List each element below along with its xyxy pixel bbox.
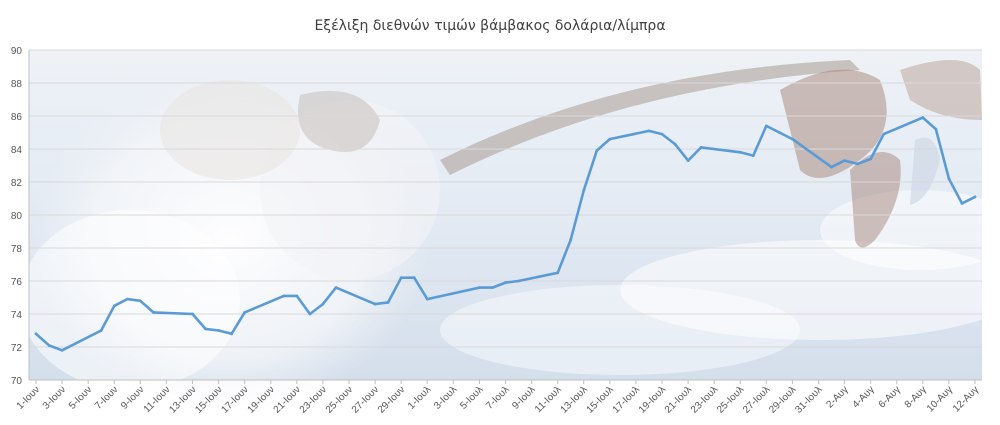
- y-tick-label: 90: [11, 46, 23, 57]
- x-tick-label: 12-Αυγ: [951, 384, 981, 414]
- x-tick-label: 7-Ιουν: [93, 384, 120, 411]
- data-point: [973, 195, 977, 199]
- data-point: [699, 146, 703, 149]
- data-point: [386, 301, 390, 304]
- x-tick-label: 27-Ιουλ: [741, 384, 772, 415]
- data-point: [791, 137, 794, 141]
- y-tick-label: 74: [11, 310, 23, 321]
- data-point: [934, 127, 938, 131]
- y-tick-label: 70: [11, 376, 23, 387]
- y-tick-label: 80: [11, 211, 23, 222]
- cotton-background-image: [20, 50, 1000, 410]
- data-point: [960, 202, 964, 205]
- data-point: [373, 302, 377, 306]
- chart-title: Εξέλιξη διεθνών τιμών βάμβακος δολάρια/λ…: [314, 18, 665, 34]
- data-point: [856, 162, 859, 166]
- x-tick-label: 25-Ιουν: [324, 384, 355, 415]
- x-tick-label: 1-Ιουν: [15, 384, 42, 411]
- x-tick-label: 3-Ιουν: [41, 384, 68, 411]
- x-tick-label: 6-Αυγ: [877, 384, 903, 410]
- data-point: [112, 304, 116, 308]
- series-line: [34, 116, 977, 352]
- data-point: [321, 302, 325, 306]
- data-point: [191, 312, 194, 316]
- y-tick-label: 88: [11, 79, 23, 90]
- x-tick-label: 11-Ιουλ: [533, 384, 564, 415]
- data-point: [556, 271, 560, 275]
- data-point: [478, 286, 481, 289]
- x-tick-label: 5-Ιουλ: [458, 384, 485, 411]
- data-point: [217, 329, 221, 332]
- data-point: [608, 137, 612, 141]
- data-point: [647, 129, 651, 133]
- x-tick-label: 17-Ιουλ: [611, 384, 642, 415]
- x-tick-label: 13-Ιουλ: [559, 384, 590, 415]
- data-point: [843, 159, 846, 163]
- x-tick-label: 29-Ιουλ: [767, 384, 798, 415]
- data-point: [778, 131, 781, 134]
- data-point: [425, 297, 429, 301]
- data-point: [47, 344, 51, 347]
- data-point: [660, 132, 664, 136]
- data-point: [295, 294, 299, 298]
- data-point: [751, 154, 755, 158]
- data-point: [882, 132, 886, 136]
- data-point: [947, 177, 951, 181]
- data-point: [517, 279, 520, 283]
- data-point: [582, 188, 586, 192]
- data-point: [921, 116, 925, 119]
- x-tick-label: 25-Ιουλ: [715, 384, 746, 415]
- x-tick-label: 2-Αυγ: [825, 384, 851, 410]
- x-tick-label: 29-Ιουν: [376, 384, 407, 415]
- x-tick-label: 1-Ιουλ: [406, 384, 433, 411]
- data-point: [491, 286, 494, 289]
- data-point: [830, 165, 833, 169]
- data-point: [243, 311, 247, 314]
- x-tick-label: 19-Ιουλ: [637, 384, 668, 415]
- data-point: [504, 281, 507, 284]
- data-point: [152, 311, 155, 314]
- data-point: [686, 159, 690, 163]
- x-tick-label: 7-Ιουλ: [484, 384, 511, 411]
- data-point: [230, 332, 234, 336]
- x-tick-label: 10-Αυγ: [925, 384, 955, 414]
- x-tick-label: 4-Αυγ: [851, 384, 877, 410]
- x-tick-label: 21-Ιουλ: [663, 384, 694, 415]
- y-tick-label: 84: [11, 145, 23, 156]
- y-tick-label: 78: [11, 244, 23, 255]
- data-point: [60, 348, 64, 352]
- x-tick-label: 27-Ιουν: [350, 384, 381, 415]
- data-point: [125, 297, 129, 301]
- data-point: [412, 276, 416, 280]
- data-point: [138, 299, 142, 303]
- data-point: [595, 149, 599, 153]
- data-point: [34, 332, 38, 336]
- y-axis-tick-labels: 70 72 74 76 78 80 82 84 86 88 90: [11, 46, 23, 387]
- x-tick-label: 3-Ιουλ: [432, 384, 459, 411]
- x-tick-label: 23-Ιουλ: [689, 384, 720, 415]
- x-tick-label: 15-Ιουλ: [585, 384, 616, 415]
- data-point: [204, 327, 207, 331]
- data-point: [399, 276, 403, 280]
- data-point: [308, 312, 312, 316]
- data-point: [738, 150, 742, 154]
- data-point: [764, 124, 768, 128]
- data-point: [569, 238, 573, 242]
- series-layer: [34, 116, 977, 352]
- x-tick-label: 31-Ιουλ: [793, 384, 824, 415]
- x-tick-label: 5-Ιουν: [67, 384, 94, 411]
- data-point: [282, 294, 286, 298]
- y-tick-label: 72: [11, 343, 23, 354]
- data-point: [869, 157, 873, 161]
- data-point: [334, 286, 338, 289]
- y-tick-label: 82: [11, 178, 23, 189]
- data-point: [673, 142, 677, 146]
- y-tick-label: 76: [11, 277, 23, 288]
- y-tick-label: 86: [11, 112, 23, 123]
- data-point: [99, 329, 103, 332]
